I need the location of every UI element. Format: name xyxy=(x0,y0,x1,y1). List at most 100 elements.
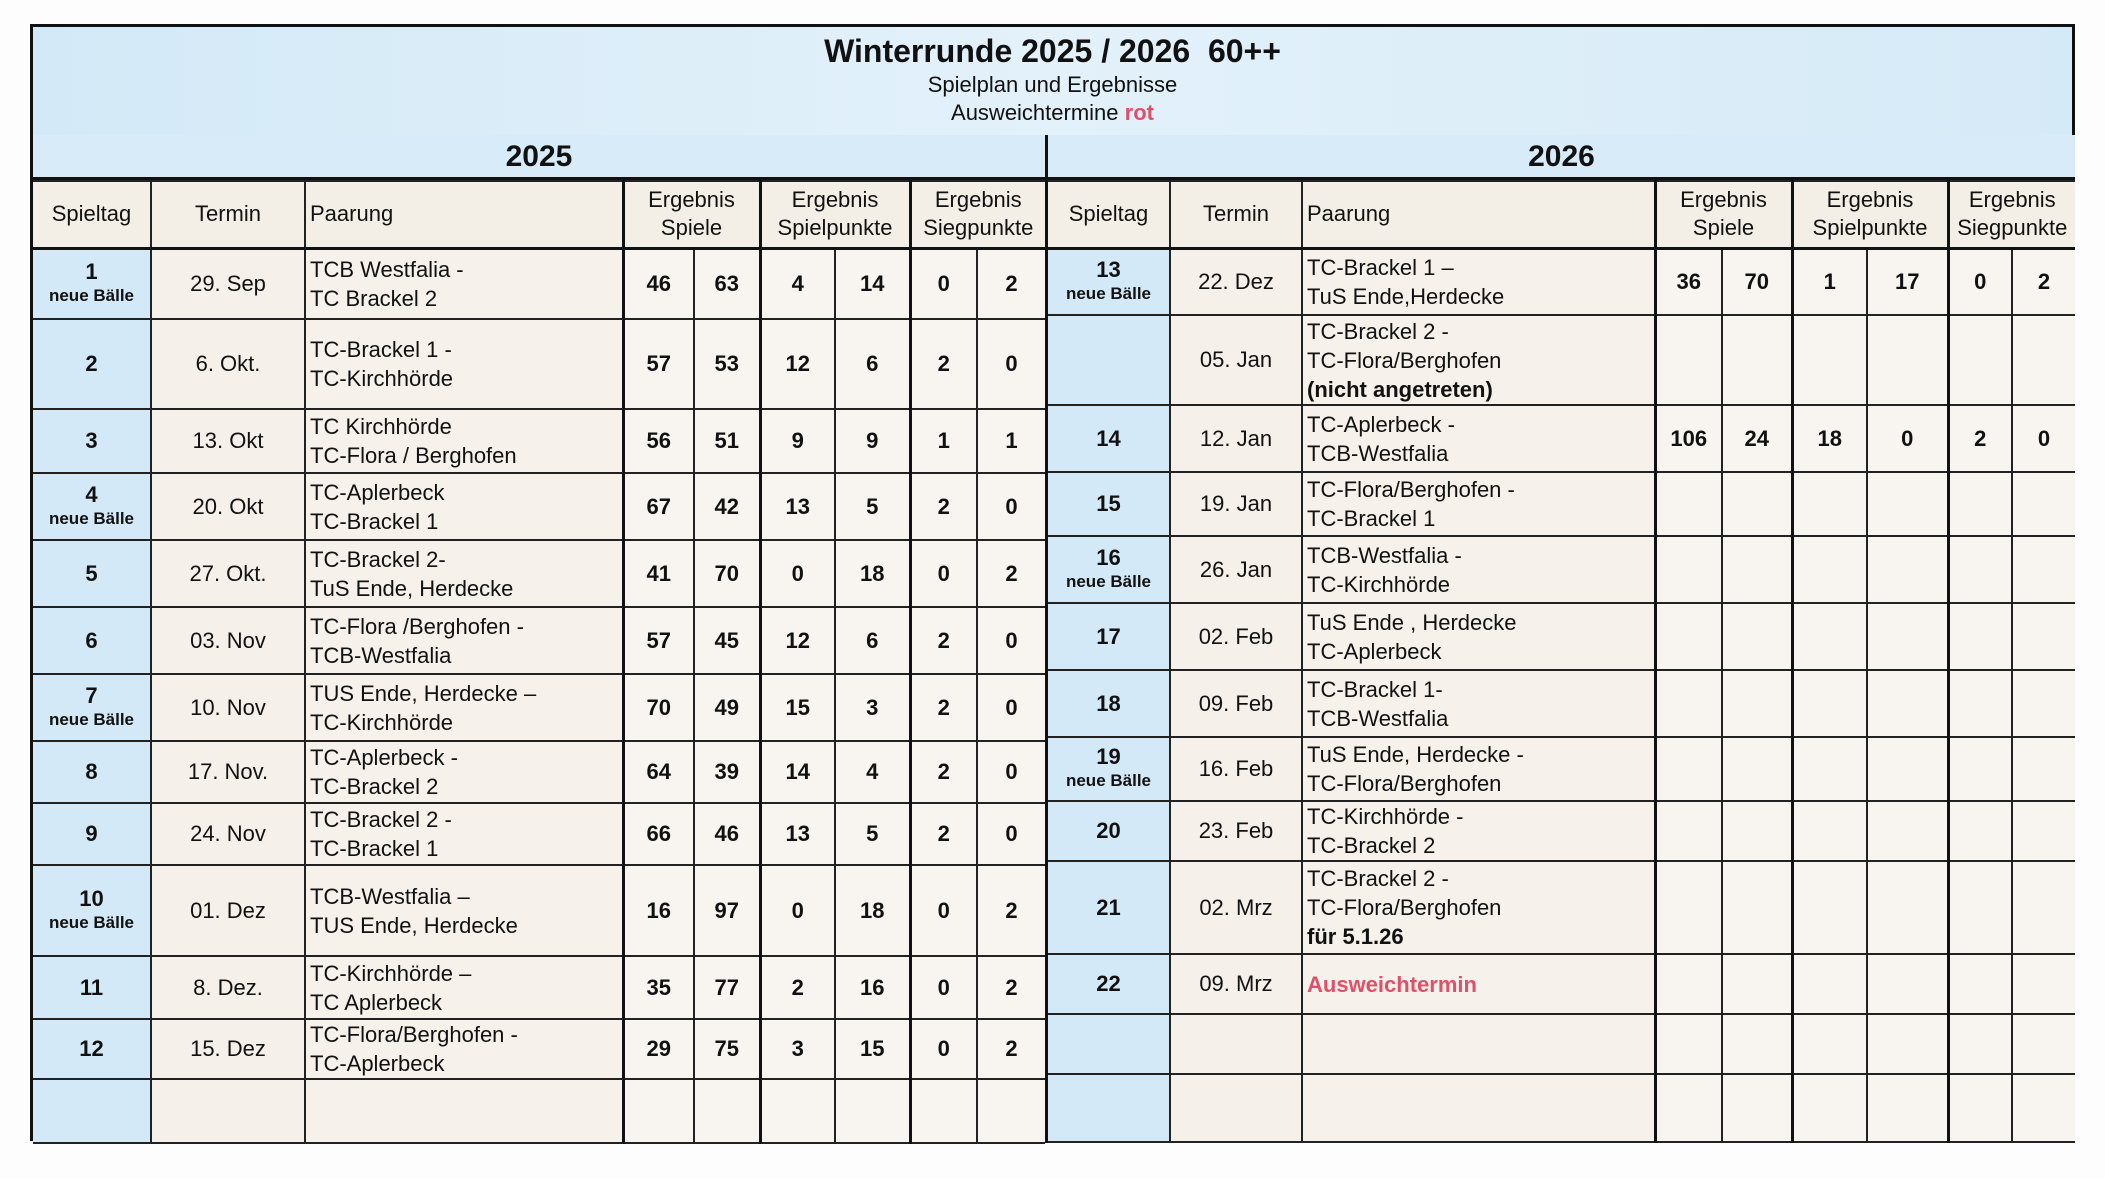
header-siegpunkte: Ergebnis Siegpunkte xyxy=(1946,180,2076,250)
result-cell xyxy=(2011,736,2076,802)
paarung-line: Ausweichtermin xyxy=(1307,971,1477,997)
header-termin: Termin xyxy=(150,180,306,250)
paarung-cell: TC-Flora /Berghofen - TCB-Westfalia xyxy=(304,606,624,675)
header-paarung: Paarung xyxy=(1301,180,1656,250)
match-row xyxy=(1048,1073,2076,1143)
result-cell: 67 xyxy=(621,472,695,541)
year-heading: 2025 xyxy=(33,135,1045,180)
paarung-line: TCB-Westfalia xyxy=(310,642,452,668)
result-cell: 2 xyxy=(1946,404,2014,473)
result-cell xyxy=(1865,535,1950,604)
header-spieltag: Spieltag xyxy=(33,180,152,250)
result-cell: 64 xyxy=(621,740,695,804)
legend-note-red: rot xyxy=(1124,100,1154,125)
spieltag-cell: 20 xyxy=(1048,800,1171,862)
header-siegpunkte-line2: Siegpunkte xyxy=(1957,215,2068,241)
result-cell: 2 xyxy=(976,539,1046,608)
match-row: 2 6. Okt. TC-Brackel 1 - TC-Kirchhörde 57 53 1… xyxy=(33,318,1046,410)
spieltag-cell: 11 xyxy=(33,955,152,1020)
result-cell: 0 xyxy=(758,539,836,608)
result-cell: 15 xyxy=(758,673,836,742)
result-cell: 12 xyxy=(758,606,836,675)
new-balls-note: neue Bälle xyxy=(48,709,135,729)
result-cell: 0 xyxy=(1946,247,2014,316)
paarung-line: TuS Ende, Herdecke xyxy=(310,575,514,601)
schedule-sheet: Winterrunde 2025 / 2026 60++ Spielplan u… xyxy=(30,24,2076,1144)
new-balls-note: neue Bälle xyxy=(48,285,135,305)
result-cell: 41 xyxy=(621,539,695,608)
match-row: 18 09. Feb TC-Brackel 1- TCB-Westfalia xyxy=(1048,669,2076,738)
result-cell: 4 xyxy=(758,247,836,320)
result-cell: 1 xyxy=(1790,247,1868,316)
termin-cell: 17. Nov. xyxy=(150,740,306,804)
match-row: 05. Jan TC-Brackel 2 - TC-Flora/Berghofen (… xyxy=(1048,314,2076,406)
result-cell: 0 xyxy=(908,247,979,320)
result-cell: 63 xyxy=(693,247,761,320)
spieltag-cell xyxy=(1048,1013,1171,1075)
termin-cell: 10. Nov xyxy=(150,673,306,742)
termin-cell: 05. Jan xyxy=(1169,314,1303,406)
result-cell: 13 xyxy=(758,802,836,866)
paarung-cell: TCB Westfalia - TC Brackel 2 xyxy=(304,247,624,320)
spieltag-number: 21 xyxy=(1096,894,1121,920)
result-cell: 0 xyxy=(908,955,979,1020)
result-cell: 18 xyxy=(833,539,912,608)
page-subtitle: Spielplan und Ergebnisse xyxy=(927,72,1178,97)
paarung-line: TC-Kirchhörde - xyxy=(1307,804,1464,829)
match-row: 6 03. Nov TC-Flora /Berghofen - TCB-Westfal… xyxy=(33,606,1046,675)
result-cell: 39 xyxy=(693,740,761,804)
spieltag-cell: 13 neue Bälle xyxy=(1048,247,1171,316)
result-cell xyxy=(1946,471,2014,537)
header-siegpunkte-line1: Ergebnis xyxy=(1968,187,2056,213)
match-row: 15 19. Jan TC-Flora/Berghofen - TC-Brackel … xyxy=(1048,471,2076,537)
result-cell: 6 xyxy=(833,318,912,410)
paarung-cell xyxy=(1301,1073,1656,1143)
header-spiele: Ergebnis Spiele xyxy=(621,180,761,250)
result-cell xyxy=(2011,800,2076,862)
result-cell: 70 xyxy=(621,673,695,742)
spieltag-number: 1 xyxy=(85,258,98,284)
result-cell: 0 xyxy=(976,472,1046,541)
result-cell xyxy=(1721,602,1793,671)
termin-cell: 26. Jan xyxy=(1169,535,1303,604)
result-cell: 35 xyxy=(621,955,695,1020)
result-cell xyxy=(1721,314,1793,406)
result-cell: 0 xyxy=(1865,404,1950,473)
result-cell xyxy=(2011,471,2076,537)
header-spielpunkte-line2: Spielpunkte xyxy=(777,215,893,241)
header-spielpunkte-line1: Ergebnis xyxy=(1826,187,1914,213)
new-balls-note: neue Bälle xyxy=(1065,771,1152,790)
result-cell: 3 xyxy=(758,1018,836,1080)
result-cell: 14 xyxy=(758,740,836,804)
spieltag-cell: 1 neue Bälle xyxy=(33,247,152,320)
match-row xyxy=(1048,1013,2076,1075)
paarung-cell: TC-Kirchhörde - TC-Brackel 2 xyxy=(1301,800,1656,862)
result-cell xyxy=(1790,953,1868,1015)
result-cell: 2 xyxy=(908,318,979,410)
match-row: 11 8. Dez. TC-Kirchhörde – TC Aplerbeck 35 77… xyxy=(33,955,1046,1020)
match-row: 1 neue Bälle 29. Sep TCB Westfalia - TC Brac… xyxy=(33,247,1046,320)
spieltag-cell: 4 neue Bälle xyxy=(33,472,152,541)
termin-cell: 13. Okt xyxy=(150,408,306,474)
match-row: 5 27. Okt. TC-Brackel 2- TuS Ende, Herdecke… xyxy=(33,539,1046,608)
spieltag-number: 7 xyxy=(85,682,98,708)
paarung-line: TuS Ende, Herdecke - xyxy=(1307,742,1524,767)
result-cell: 0 xyxy=(908,864,979,957)
new-balls-note: neue Bälle xyxy=(1065,571,1152,591)
result-cell xyxy=(833,1078,912,1144)
paarung-line: TC-Kirchhörde xyxy=(310,366,454,391)
paarung-line: TC-Flora/Berghofen xyxy=(1307,347,1502,373)
spieltag-number: 16 xyxy=(1096,544,1121,570)
year-heading: 2026 xyxy=(1048,135,2075,180)
paarung-line: TC-Brackel 1 - xyxy=(310,337,452,362)
result-cell: 53 xyxy=(693,318,761,410)
paarung-cell: TC-Brackel 1 – TuS Ende,Herdecke xyxy=(1301,247,1656,316)
result-cell: 49 xyxy=(693,673,761,742)
result-cell xyxy=(1721,1013,1793,1075)
termin-cell: 03. Nov xyxy=(150,606,306,675)
termin-cell: 09. Mrz xyxy=(1169,953,1303,1015)
result-cell: 97 xyxy=(693,864,761,957)
header-spieltag: Spieltag xyxy=(1048,180,1171,250)
result-cell: 16 xyxy=(621,864,695,957)
paarung-line: TC-Brackel 2- xyxy=(310,546,446,572)
